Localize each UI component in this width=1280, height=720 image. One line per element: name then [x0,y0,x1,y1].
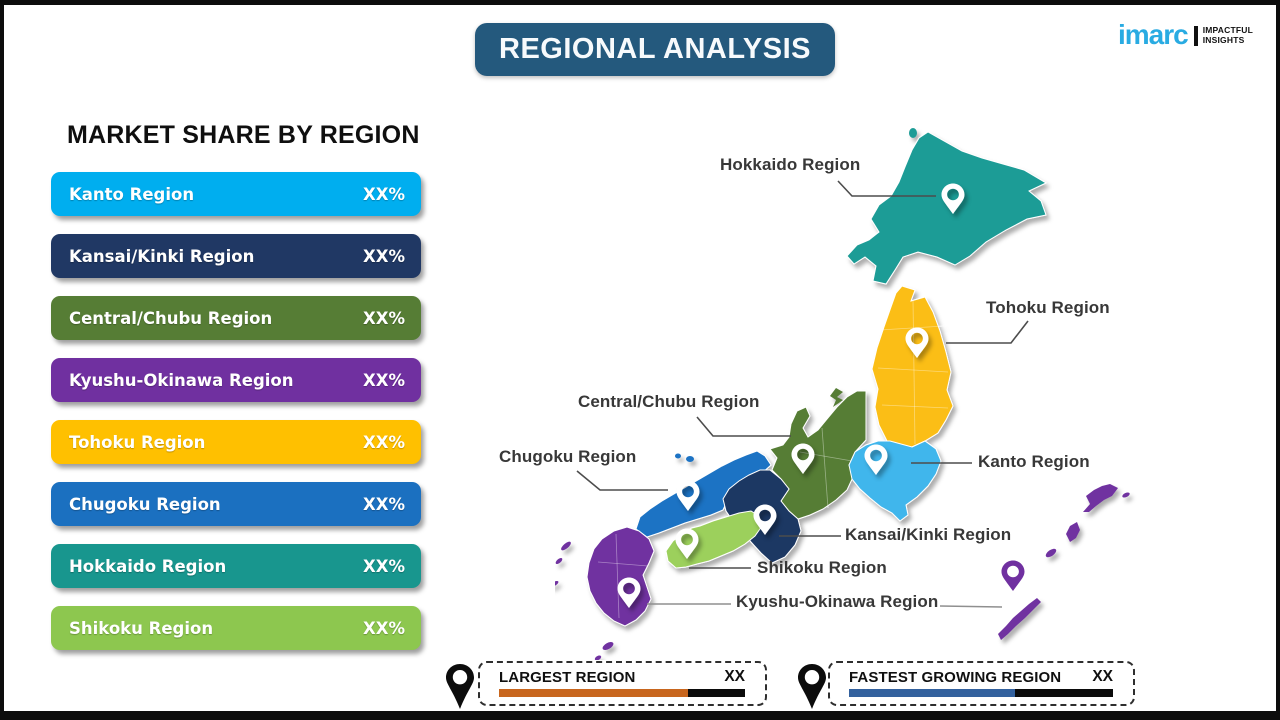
island-sado [830,388,843,407]
fastest-growing-label: FASTEST GROWING REGION [849,668,1062,686]
logo-divider [1193,26,1198,46]
bar-chugoku-label: Chugoku Region [69,494,221,514]
map-label-chugoku: Chugoku Region [499,447,637,466]
bar-tohoku-value: XX% [363,432,405,452]
region-kanto [848,440,942,522]
bar-shikoku-label: Shikoku Region [69,618,214,638]
map-label-hokkaido: Hokkaido Region [720,155,861,174]
largest-region-box: LARGEST REGION XX [478,661,767,706]
bar-kansai-value: XX% [363,246,405,266]
page-title: REGIONAL ANALYSIS [499,33,811,65]
connector-kyushu-right [939,605,1003,608]
connector-hokkaido [837,180,936,197]
fastest-growing-pin-icon [798,664,826,709]
bar-kansai: Kansai/Kinki Region XX% [51,234,421,278]
island-amami [1066,522,1080,542]
fastest-growing-box: FASTEST GROWING REGION XX [828,661,1135,706]
largest-region-label: LARGEST REGION [499,668,636,686]
bar-chugoku-value: XX% [363,494,405,514]
logo-tagline-line1: IMPACTFUL [1202,25,1253,35]
island-oki-1 [675,453,681,459]
region-hokkaido [846,131,1048,285]
bar-kyushu-label: Kyushu-Okinawa Region [69,370,294,390]
bar-kanto-label: Kanto Region [69,184,195,204]
largest-region-bar-fill [499,689,689,697]
pin-okinawa [1001,560,1025,591]
island-okinawa-small-2 [1122,492,1130,498]
market-share-list: Kanto Region XX% Kansai/Kinki Region XX%… [51,172,421,668]
bar-hokkaido-label: Hokkaido Region [69,556,227,576]
imarc-wordmark: imarc [1118,19,1189,50]
region-kansai [722,469,802,564]
map-label-shikoku: Shikoku Region [757,558,887,577]
connector-tohoku [946,320,1029,344]
bar-hokkaido-value: XX% [363,556,405,576]
bar-kansai-label: Kansai/Kinki Region [69,246,255,266]
logo-tagline-line2: INSIGHTS [1202,34,1245,45]
page-title-banner: REGIONAL ANALYSIS [475,23,835,76]
logo-tagline: IMPACTFUL INSIGHTS [1202,25,1253,45]
map-label-kanto: Kanto Region [978,452,1090,471]
island-yakushima [602,642,614,650]
bar-chugoku: Chugoku Region XX% [51,482,421,526]
map-label-kansai: Kansai/Kinki Region [845,525,1012,544]
market-share-heading: MARKET SHARE BY REGION [67,121,420,149]
region-kyushu [586,526,655,627]
japan-map [555,128,1130,660]
island-iki [555,558,563,564]
island-tsushima [561,541,571,551]
fastest-growing-bar-fill [849,689,1016,697]
bar-chubu-label: Central/Chubu Region [69,308,273,328]
map-label-kyushu: Kyushu-Okinawa Region [736,592,939,611]
island-tanegashima [594,655,602,660]
bar-shikoku-value: XX% [363,618,405,638]
imarc-logo: imarc IMPACTFUL INSIGHTS [1118,19,1253,50]
bar-kanto: Kanto Region XX% [51,172,421,216]
callout-connectors-gray [647,603,1003,608]
bar-kyushu-value: XX% [363,370,405,390]
island-okinawa-main [998,598,1041,640]
fastest-growing-value: XX [1092,668,1113,685]
bar-chubu-value: XX% [363,308,405,328]
island-rishiri [909,128,917,138]
island-oki-2 [686,456,694,462]
largest-region-bar-track [499,689,745,697]
bar-kyushu: Kyushu-Okinawa Region XX% [51,358,421,402]
fastest-growing-bar-track [849,689,1113,697]
callout-connectors [576,180,1029,569]
bar-shikoku: Shikoku Region XX% [51,606,421,650]
bar-tohoku-label: Tohoku Region [69,432,206,452]
bar-hokkaido: Hokkaido Region XX% [51,544,421,588]
island-goto [555,580,559,588]
largest-region-value: XX [724,668,745,685]
bar-tohoku: Tohoku Region XX% [51,420,421,464]
connector-chubu [696,416,791,437]
map-label-tohoku: Tohoku Region [986,298,1110,317]
map-label-chubu: Central/Chubu Region [578,392,760,411]
bar-chubu: Central/Chubu Region XX% [51,296,421,340]
bar-kanto-value: XX% [363,184,405,204]
island-okinawa-north-cluster [1083,484,1118,512]
island-okinawa-small-1 [1045,548,1057,558]
connector-chugoku [576,470,668,491]
largest-region-pin-icon [446,664,474,709]
